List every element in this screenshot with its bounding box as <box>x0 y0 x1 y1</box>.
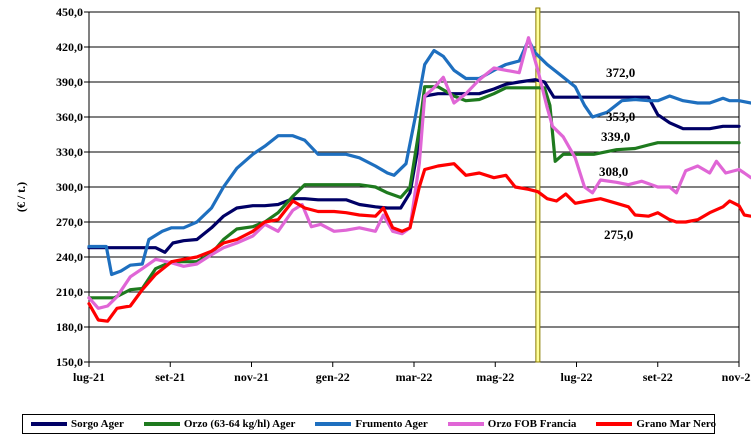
legend-item: Frumento Ager <box>315 418 428 430</box>
end-value-label: 275,0 <box>604 227 633 242</box>
y-tick-labels: 150,0 180,0 210,0 240,0 270,0 300,0 330,0 360,0… <box>56 5 83 369</box>
legend-label: Grano Mar Nero <box>636 418 717 430</box>
y-tick-label: 270,0 <box>56 215 83 229</box>
axes <box>88 11 740 367</box>
series-line-sorgo-ager <box>87 78 741 254</box>
x-tick-label: set-21 <box>155 370 185 384</box>
series-line-grano-mar-nero <box>87 162 751 323</box>
legend-swatch <box>447 422 484 426</box>
end-value-label: 372,0 <box>606 65 635 80</box>
y-tick-label: 450,0 <box>56 5 83 19</box>
x-tick-label: nov-21 <box>234 370 269 384</box>
legend-label: Orzo FOB Francia <box>487 418 577 430</box>
y-tick-label: 150,0 <box>56 355 83 369</box>
y-tick-label: 330,0 <box>56 145 83 159</box>
series-line-orzo-63-64-kg-hl-ager <box>87 85 741 300</box>
x-tick-label: lug-22 <box>560 370 592 384</box>
legend-swatch <box>315 422 352 426</box>
end-value-label: 353,0 <box>606 109 635 124</box>
y-tick-label: 210,0 <box>56 285 83 299</box>
x-tick-label: mag-22 <box>476 370 514 384</box>
x-tick-label: mar-22 <box>396 370 433 384</box>
legend: Sorgo Ager Orzo (63-64 kg/hl) Ager Frument… <box>22 414 716 434</box>
y-tick-label: 180,0 <box>56 320 83 334</box>
series-line-frumento-ager <box>87 38 751 277</box>
end-value-label: 339,0 <box>601 129 630 144</box>
series-lines <box>87 36 751 323</box>
x-tick-label: nov-22 <box>722 370 751 384</box>
legend-item: Orzo (63-64 kg/hl) Ager <box>143 418 296 430</box>
legend-label: Sorgo Ager <box>71 418 124 430</box>
y-tick-label: 360,0 <box>56 110 83 124</box>
legend-swatch <box>31 422 67 426</box>
legend-label: Frumento Ager <box>355 418 428 430</box>
highlight-marker <box>535 7 541 363</box>
series-line-orzo-fob-francia <box>87 36 751 310</box>
legend-item: Orzo FOB Francia <box>447 418 577 430</box>
legend-swatch <box>143 422 180 426</box>
legend-label: Orzo (63-64 kg/hl) Ager <box>183 418 296 430</box>
legend-item: Grano Mar Nero <box>596 418 716 430</box>
legend-item: Sorgo Ager <box>31 418 124 430</box>
x-tick-label: lug-21 <box>73 370 105 384</box>
end-value-label: 308,0 <box>599 164 628 179</box>
y-tick-label: 240,0 <box>56 250 83 264</box>
y-tick-label: 300,0 <box>56 180 83 194</box>
y-tick-label: 390,0 <box>56 75 83 89</box>
y-axis-label: (€ / t.) <box>14 182 28 212</box>
y-tick-label: 420,0 <box>56 40 83 54</box>
legend-swatch <box>596 422 633 426</box>
x-tick-label: set-22 <box>643 370 673 384</box>
x-tick-labels: lug-21 set-21 nov-21 gen-22 mar-22 mag-22 lug-… <box>73 370 751 384</box>
highlight-band <box>535 7 541 363</box>
x-tick-label: gen-22 <box>316 370 350 384</box>
end-value-labels: 372,0 339,0 353,0 308,0 275,0 <box>599 65 635 242</box>
